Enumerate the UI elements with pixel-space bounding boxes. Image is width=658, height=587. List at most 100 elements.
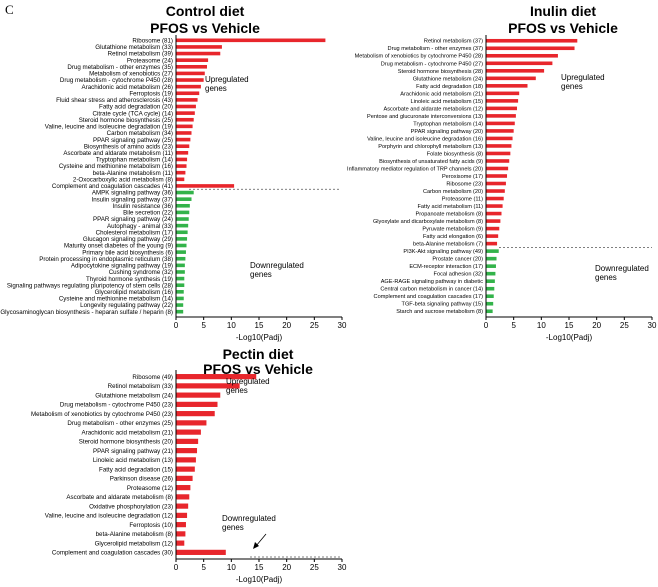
bar-upregulated bbox=[176, 117, 194, 122]
category-label: Glutathione metabolism (24) bbox=[413, 76, 483, 82]
category-label: Cysteine and methionine metabolism (16) bbox=[59, 163, 173, 170]
bar-upregulated bbox=[176, 184, 235, 188]
category-label: Maturity onset diabetes of the young (9) bbox=[64, 243, 173, 250]
category-label: Drug metabolism - other enzymes (37) bbox=[388, 46, 484, 52]
category-label: Valine, leucine and isoleucine degradati… bbox=[45, 124, 173, 131]
category-label: Ascorbate and aldarate metabolism (8) bbox=[66, 494, 173, 501]
category-label: Glycosaminoglycan biosynthesis - heparan… bbox=[0, 309, 173, 316]
arrow-head bbox=[253, 542, 259, 549]
category-label: Carbon metabolism (20) bbox=[423, 189, 483, 195]
category-label: Ferroptosis (19) bbox=[129, 90, 173, 97]
bar-upregulated bbox=[176, 177, 185, 182]
bar-upregulated bbox=[486, 61, 553, 66]
annotation-downregulated: Downregulated bbox=[595, 264, 649, 273]
category-label: Starch and sucrose metabolism (8) bbox=[396, 309, 483, 315]
category-label: Biosynthesis of unsaturated fatty acids … bbox=[379, 159, 483, 165]
category-label: Autophagy - animal (33) bbox=[107, 223, 173, 230]
bar-upregulated bbox=[176, 438, 199, 444]
category-label: beta-Alanine metabolism (7) bbox=[413, 242, 483, 248]
category-label: Glycerolipid metabolism (16) bbox=[95, 289, 173, 296]
category-label: Protein processing in endoplasmic reticu… bbox=[39, 256, 173, 263]
x-tick-label: 15 bbox=[565, 321, 574, 330]
bar-upregulated bbox=[176, 78, 204, 82]
category-label: Proteasome (11) bbox=[442, 197, 483, 203]
category-label: Signaling pathways regulating pluripoten… bbox=[7, 282, 173, 289]
bar-upregulated bbox=[486, 196, 504, 201]
category-label: Ascorbate and aldarate metabolism (12) bbox=[384, 106, 484, 112]
bar-upregulated bbox=[176, 104, 196, 109]
bar-upregulated bbox=[176, 71, 205, 76]
category-label: Metabolism of xenobiotics by cytochrome … bbox=[355, 54, 484, 60]
annotation-upregulated: genes bbox=[205, 84, 227, 93]
bar-upregulated bbox=[486, 219, 501, 223]
bar-downregulated bbox=[486, 271, 496, 276]
category-label: ECM-receptor interaction (17) bbox=[409, 264, 483, 270]
category-label: Retinol metabolism (33) bbox=[108, 383, 173, 390]
x-axis-label: -Log10(Padj) bbox=[546, 333, 593, 342]
category-label: Tryptophan metabolism (14) bbox=[413, 121, 483, 127]
x-tick-label: 5 bbox=[201, 321, 206, 330]
category-label: Longevity regulating pathway (22) bbox=[80, 302, 173, 309]
bar-upregulated bbox=[176, 111, 195, 115]
bar-upregulated bbox=[176, 503, 189, 509]
x-tick-label: 20 bbox=[282, 321, 291, 330]
bar-downregulated bbox=[176, 203, 190, 208]
category-label: Inflammatory mediator regulation of TRP … bbox=[347, 166, 483, 172]
chart-title: Pectin diet bbox=[223, 346, 294, 362]
bar-upregulated bbox=[486, 76, 536, 81]
bar-downregulated bbox=[176, 256, 186, 261]
chart-title: Control diet bbox=[166, 3, 245, 19]
bar-upregulated bbox=[176, 485, 191, 491]
bar-downregulated bbox=[486, 249, 499, 253]
bar-downregulated bbox=[176, 190, 194, 195]
category-label: Glutathione metabolism (33) bbox=[95, 44, 173, 51]
bar-upregulated bbox=[486, 189, 505, 193]
category-label: Glucagon signaling pathway (29) bbox=[83, 236, 173, 243]
bar-upregulated bbox=[176, 137, 191, 142]
annotation-downregulated: genes bbox=[595, 273, 617, 282]
category-label: Pentose and glucuronate interconversions… bbox=[367, 114, 483, 120]
bar-upregulated bbox=[486, 151, 511, 156]
category-label: Central carbon metabolism in cancer (14) bbox=[380, 287, 483, 293]
bar-upregulated bbox=[486, 114, 516, 118]
bar-upregulated bbox=[486, 99, 519, 103]
category-label: Porphyrin and chlorophyll metabolism (13… bbox=[378, 144, 483, 150]
bar-upregulated bbox=[486, 241, 498, 246]
x-tick-label: 20 bbox=[282, 563, 291, 572]
x-tick-label: 10 bbox=[537, 321, 546, 330]
category-label: Metabolism of xenobiotics (27) bbox=[89, 71, 173, 78]
category-label: TGF-beta signaling pathway (15) bbox=[402, 302, 484, 308]
bar-upregulated bbox=[486, 84, 528, 88]
chart-title: PFOS vs Vehicle bbox=[150, 20, 260, 36]
bar-upregulated bbox=[176, 448, 198, 454]
bar-downregulated bbox=[176, 230, 188, 235]
category-label: Tryptophan metabolism (14) bbox=[96, 157, 173, 164]
x-tick-label: 25 bbox=[310, 321, 319, 330]
category-label: Thyroid hormone synthesis (19) bbox=[86, 276, 173, 283]
category-label: PI3K-Akt signaling pathway (49) bbox=[403, 249, 483, 255]
bar-downregulated bbox=[176, 210, 190, 215]
bar-upregulated bbox=[176, 124, 193, 129]
arrow-line bbox=[255, 533, 267, 547]
bar-upregulated bbox=[176, 164, 187, 168]
chart-title: Inulin diet bbox=[530, 3, 596, 19]
category-label: beta-Alanine metabolism (11) bbox=[93, 170, 173, 177]
x-tick-label: 25 bbox=[310, 563, 319, 572]
annotation-upregulated: genes bbox=[561, 82, 583, 91]
bar-upregulated bbox=[176, 512, 188, 518]
bar-upregulated bbox=[176, 401, 218, 407]
bar-upregulated bbox=[176, 466, 195, 472]
category-label: Insulin signaling pathway (37) bbox=[91, 196, 173, 203]
annotation-downregulated: genes bbox=[222, 523, 244, 532]
bar-downregulated bbox=[176, 309, 184, 314]
bar-upregulated bbox=[176, 84, 201, 89]
category-label: Bile secretion (22) bbox=[123, 210, 173, 217]
annotation-upregulated: genes bbox=[226, 386, 248, 395]
category-label: Ribosome (81) bbox=[132, 37, 173, 44]
category-label: Linoleic acid metabolism (15) bbox=[411, 99, 484, 105]
bar-downregulated bbox=[176, 263, 185, 268]
bar-downregulated bbox=[486, 294, 494, 299]
bar-upregulated bbox=[176, 411, 215, 417]
bar-upregulated bbox=[176, 131, 192, 135]
